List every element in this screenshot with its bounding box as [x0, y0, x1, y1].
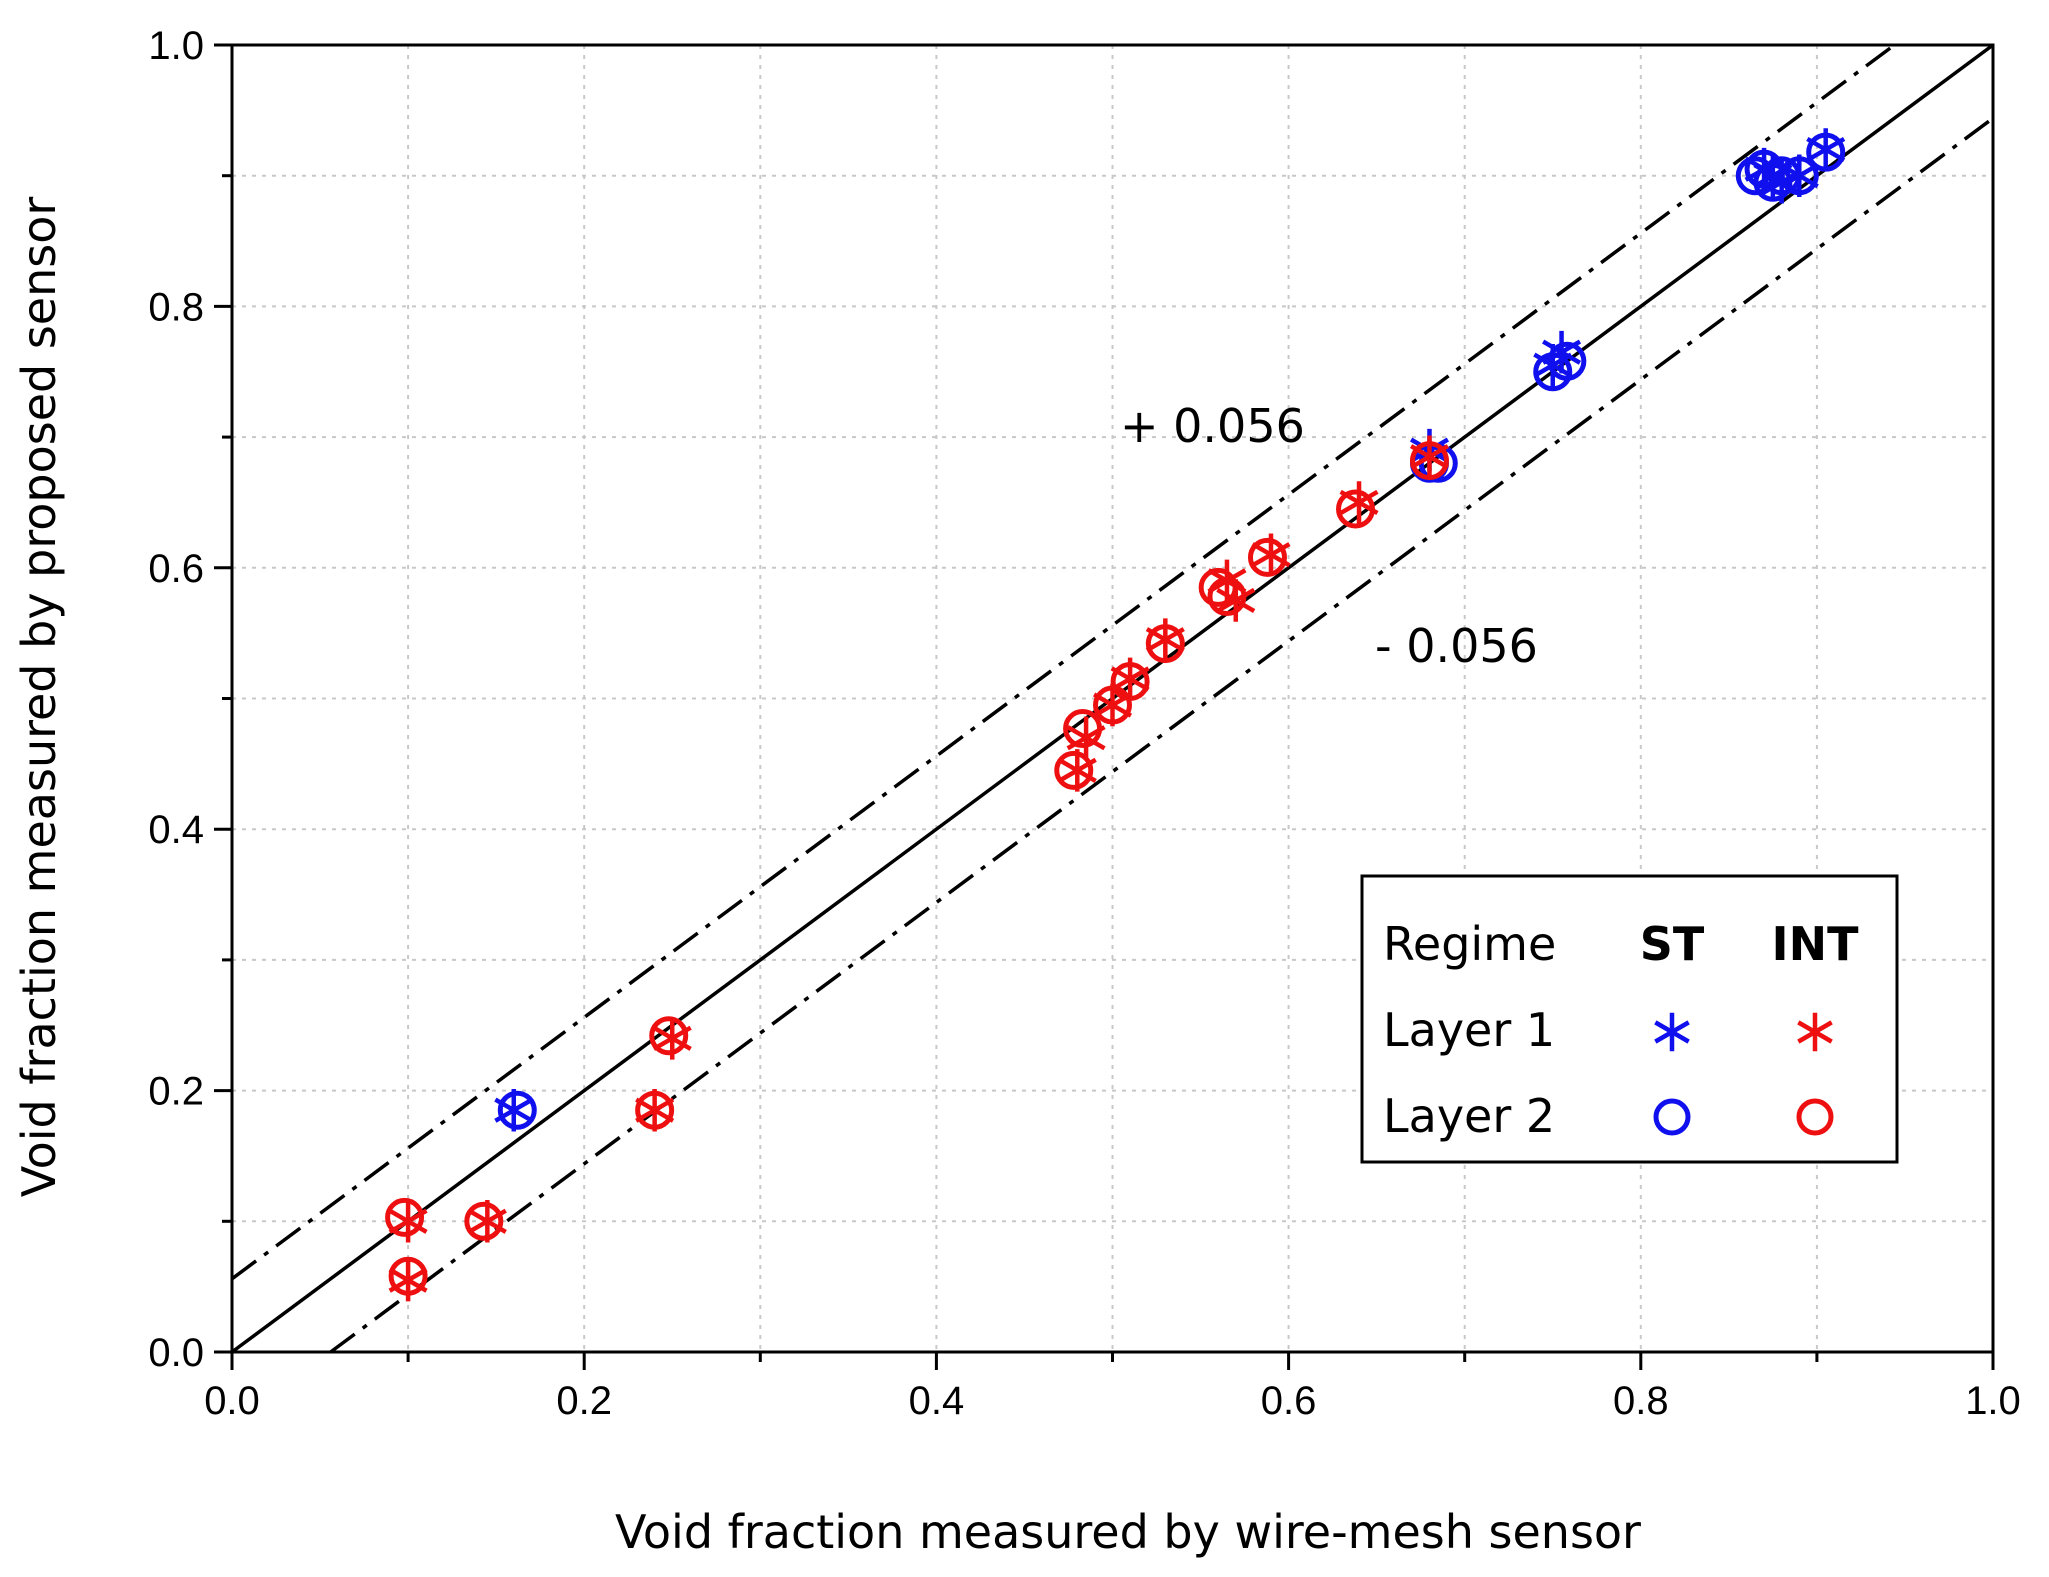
int-layer2-marker	[464, 1201, 504, 1241]
int-layer2-marker	[385, 1197, 425, 1237]
legend-st-layer1-marker	[1654, 1012, 1690, 1052]
int-layer2-marker	[649, 1016, 689, 1056]
y-tick-label: 0.2	[148, 1070, 204, 1114]
int-layer1-marker-stroke	[1066, 725, 1106, 751]
y-axis-title: Void fraction measured by proposed senso…	[12, 197, 66, 1198]
x-tick-label: 0.8	[1613, 1379, 1669, 1423]
st-layer2-marker	[1753, 162, 1793, 202]
int-layer2-marker	[1063, 709, 1103, 749]
upper-bound-label: + 0.056	[1120, 399, 1305, 453]
st-layer2-marker	[1806, 132, 1846, 172]
int-layer2-marker	[1145, 624, 1185, 664]
lower-bound-label: - 0.056	[1375, 619, 1538, 673]
st-layer2-marker	[497, 1090, 537, 1130]
legend-st-layer2-marker	[1653, 1098, 1691, 1136]
y-tick-label: 0.8	[148, 285, 204, 329]
int-layer2-marker	[1336, 489, 1376, 529]
st-layer1-marker-stroke	[1542, 339, 1582, 365]
legend-markers	[1653, 1012, 1834, 1136]
axis-ticks: 0.0 0.2 0.4 0.6 0.8 1.0 0.0 0.2 0.4 0.6 0.8 1.0	[148, 24, 2020, 1423]
st-layer1-marker-stroke	[1806, 136, 1846, 163]
y-tick-label: 0.0	[148, 1331, 204, 1375]
legend-st-layer1-marker-stroke	[1654, 1020, 1690, 1044]
y-tick-label: 0.4	[148, 808, 204, 852]
int-layer1-marker-stroke	[635, 1097, 675, 1123]
data-markers	[385, 128, 1846, 1302]
x-tick-label: 1.0	[1965, 1379, 2021, 1423]
int-layer1-marker-stroke	[1092, 692, 1133, 718]
y-tick-label: 1.0	[148, 24, 204, 68]
st-layer2-marker	[1735, 156, 1775, 196]
x-tick-label: 0.2	[556, 1379, 612, 1423]
x-tick-label: 0.6	[1261, 1379, 1317, 1423]
int-layer2-marker	[388, 1256, 428, 1296]
int-layer2-marker	[1198, 567, 1238, 607]
int-layer1-marker	[635, 1088, 675, 1132]
int-layer2-marker	[1110, 662, 1150, 702]
int-layer2-marker	[1207, 577, 1247, 617]
st-layer2-marker	[1762, 156, 1802, 196]
int-layer2-marker	[1409, 441, 1449, 481]
lower-bound-line	[329, 116, 1995, 1354]
legend-box	[1360, 874, 1899, 1164]
legend-int-layer2-marker	[1796, 1098, 1834, 1136]
legend-row-layer1: Layer 1	[1383, 1003, 1555, 1057]
legend-int-layer1-marker	[1797, 1012, 1833, 1052]
int-layer2-marker	[1247, 537, 1287, 577]
int-layer2-marker	[1054, 750, 1094, 790]
y-tick-label: 0.6	[148, 547, 204, 591]
legend-header: Regime	[1383, 917, 1556, 971]
legend-column-int: INT	[1772, 917, 1860, 971]
x-axis-title: Void fraction measured by wire-mesh sens…	[615, 1505, 1641, 1559]
int-layer2-marker	[635, 1090, 675, 1130]
legend-int-layer1-marker-stroke	[1797, 1020, 1833, 1044]
st-layer2-marker	[1547, 341, 1587, 381]
x-tick-label: 0.0	[204, 1379, 260, 1423]
legend-row-layer2: Layer 2	[1383, 1089, 1555, 1143]
x-tick-label: 0.4	[909, 1379, 965, 1423]
legend-column-st: ST	[1640, 917, 1705, 971]
int-layer1-marker-stroke	[1216, 587, 1256, 614]
legend: Regime ST INT Layer 1 Layer 2	[1360, 874, 1899, 1164]
int-layer1-marker-stroke	[1110, 666, 1150, 692]
upper-bound-line	[230, 43, 1896, 1281]
st-layer2-marker	[1779, 156, 1819, 196]
